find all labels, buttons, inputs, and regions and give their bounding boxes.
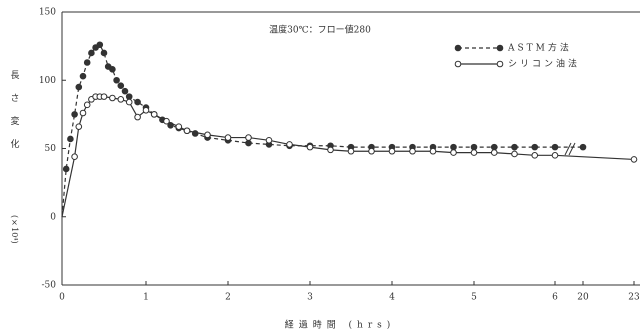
data-point bbox=[245, 139, 252, 147]
data-point bbox=[511, 143, 518, 151]
legend-label: ASTM方法 bbox=[507, 42, 572, 54]
data-point bbox=[224, 134, 232, 141]
y-axis-unit: (×10⁴) bbox=[10, 215, 19, 244]
y-tick-label: 50 bbox=[45, 144, 57, 154]
data-point bbox=[75, 123, 83, 130]
axis-break bbox=[568, 142, 576, 156]
data-point bbox=[327, 146, 334, 154]
y-tick-label: 100 bbox=[39, 76, 56, 86]
data-point bbox=[286, 141, 293, 148]
data-point bbox=[368, 147, 375, 155]
data-point bbox=[175, 123, 183, 130]
data-point bbox=[117, 82, 125, 90]
x-tick-label: 3 bbox=[307, 293, 313, 303]
data-point bbox=[551, 152, 559, 159]
data-point bbox=[125, 98, 133, 106]
data-point bbox=[113, 76, 120, 84]
data-point bbox=[142, 106, 150, 114]
data-point bbox=[71, 153, 78, 160]
data-point bbox=[450, 143, 457, 151]
series-line bbox=[61, 96, 635, 217]
data-point bbox=[245, 134, 252, 141]
x-tick-label: 2 bbox=[225, 293, 231, 303]
data-point bbox=[388, 147, 396, 155]
data-point bbox=[265, 137, 273, 144]
data-point bbox=[75, 83, 83, 91]
annotation: 温度30℃：フロー値280 bbox=[269, 24, 371, 36]
y-tick-label: -50 bbox=[42, 281, 57, 291]
data-point bbox=[71, 111, 78, 118]
legend-marker bbox=[496, 60, 504, 68]
data-point bbox=[109, 94, 116, 102]
data-point bbox=[531, 143, 539, 151]
data-point bbox=[96, 41, 104, 49]
data-point bbox=[470, 149, 478, 156]
data-point bbox=[163, 117, 170, 125]
data-point bbox=[125, 93, 133, 100]
data-point bbox=[306, 143, 314, 151]
data-point bbox=[134, 113, 141, 121]
data-point bbox=[150, 111, 158, 118]
data-point bbox=[429, 147, 437, 155]
axis-break bbox=[564, 142, 572, 156]
data-point bbox=[79, 72, 87, 80]
x-tick-label: 5 bbox=[471, 293, 477, 303]
legend-label: シリコン油法 bbox=[508, 58, 580, 70]
data-point bbox=[630, 156, 638, 163]
data-point bbox=[579, 143, 587, 151]
y-axis-label: 長さ変化 bbox=[9, 70, 20, 162]
data-point bbox=[83, 59, 91, 66]
series-line bbox=[61, 43, 583, 217]
x-tick-label: 0 bbox=[59, 293, 65, 303]
data-point bbox=[551, 143, 559, 151]
x-tick-label: 6 bbox=[552, 293, 558, 303]
x-tick-label: 1 bbox=[143, 293, 149, 303]
data-point bbox=[121, 87, 129, 95]
data-point bbox=[67, 135, 74, 143]
legend-marker bbox=[454, 60, 462, 68]
legend-marker bbox=[454, 44, 462, 52]
data-point bbox=[100, 93, 108, 100]
y-tick-label: 150 bbox=[39, 8, 56, 18]
data-point bbox=[450, 149, 457, 156]
data-point bbox=[117, 96, 125, 103]
data-point bbox=[511, 150, 518, 158]
data-point bbox=[347, 147, 355, 155]
data-point bbox=[62, 165, 70, 173]
legend-marker bbox=[496, 44, 504, 52]
data-point bbox=[79, 109, 87, 117]
data-point bbox=[183, 127, 191, 135]
y-tick-label: 0 bbox=[50, 212, 56, 222]
data-point bbox=[490, 143, 498, 151]
data-point bbox=[409, 147, 416, 155]
x-tick-label: 20 bbox=[577, 293, 589, 303]
data-point bbox=[470, 143, 478, 151]
x-tick-label: 23 bbox=[628, 293, 640, 303]
data-point bbox=[88, 49, 95, 57]
data-point bbox=[204, 131, 211, 139]
data-point bbox=[100, 49, 108, 57]
data-point bbox=[83, 101, 91, 109]
x-tick-label: 4 bbox=[389, 293, 395, 303]
x-axis-label: 経過時間 (hrs) bbox=[285, 319, 396, 331]
data-point bbox=[134, 98, 141, 106]
data-point bbox=[490, 149, 498, 156]
data-point bbox=[109, 66, 116, 73]
data-point bbox=[531, 152, 539, 159]
